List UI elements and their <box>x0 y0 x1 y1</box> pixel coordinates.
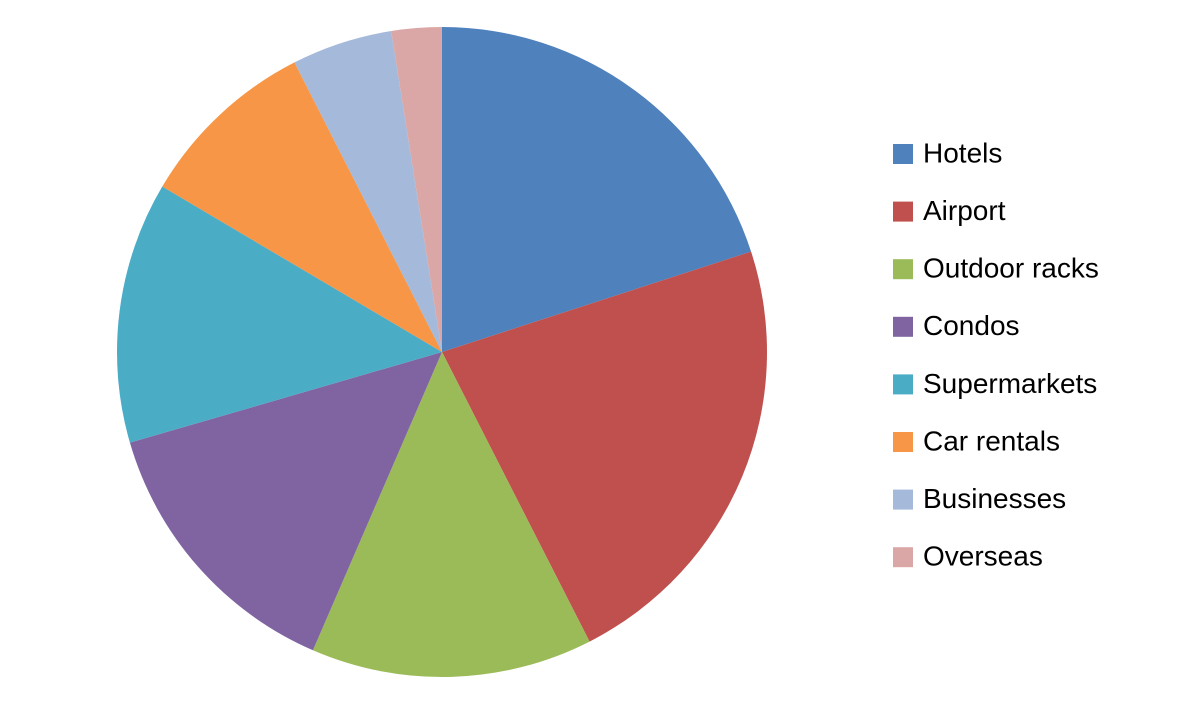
pie-slice <box>442 251 767 642</box>
legend-label: Overseas <box>923 541 1043 572</box>
pie-slice <box>117 186 442 443</box>
legend-swatch <box>893 547 913 568</box>
pie-slice <box>391 27 442 352</box>
pie-slice <box>312 352 590 677</box>
legend-swatch <box>893 489 913 510</box>
pie-slice <box>162 62 442 352</box>
pie-slice <box>294 31 442 353</box>
legend-label: Outdoor racks <box>923 253 1099 284</box>
legend-swatch <box>893 201 913 222</box>
legend-swatch <box>893 316 913 337</box>
legend-swatch <box>893 374 913 395</box>
legend-label: Businesses <box>923 483 1066 514</box>
legend-swatch <box>893 432 913 452</box>
legend-label: Hotels <box>923 137 1002 168</box>
pie-slice <box>442 27 752 352</box>
legend-swatch <box>893 144 913 164</box>
legend-swatch <box>893 259 913 280</box>
legend-label: Supermarkets <box>923 368 1097 399</box>
legend-label: Airport <box>923 195 1006 226</box>
pie-slice <box>129 352 443 651</box>
legend-label: Car rentals <box>923 425 1060 456</box>
legend-label: Condos <box>923 310 1020 341</box>
